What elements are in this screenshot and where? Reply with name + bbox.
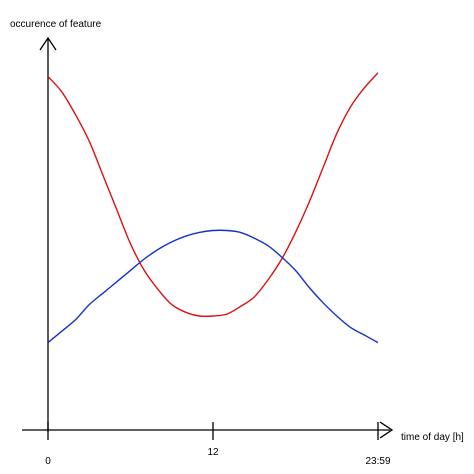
y-axis-label: occurence of feature (10, 19, 102, 30)
series-layer (47, 72, 379, 344)
x-tick-label-1: 0 (45, 456, 51, 467)
series-line-1 (47, 72, 379, 318)
y-axis-arrow (39, 36, 57, 51)
x-tick-label-3: 23:59 (365, 456, 390, 467)
x-tick-label-2: 12 (207, 447, 219, 458)
series-line-2 (47, 229, 379, 344)
x-ticks: 0 12 23:59 (45, 422, 391, 467)
x-axis-arrow (379, 421, 394, 439)
x-axis-label: time of day [h] (401, 432, 464, 443)
